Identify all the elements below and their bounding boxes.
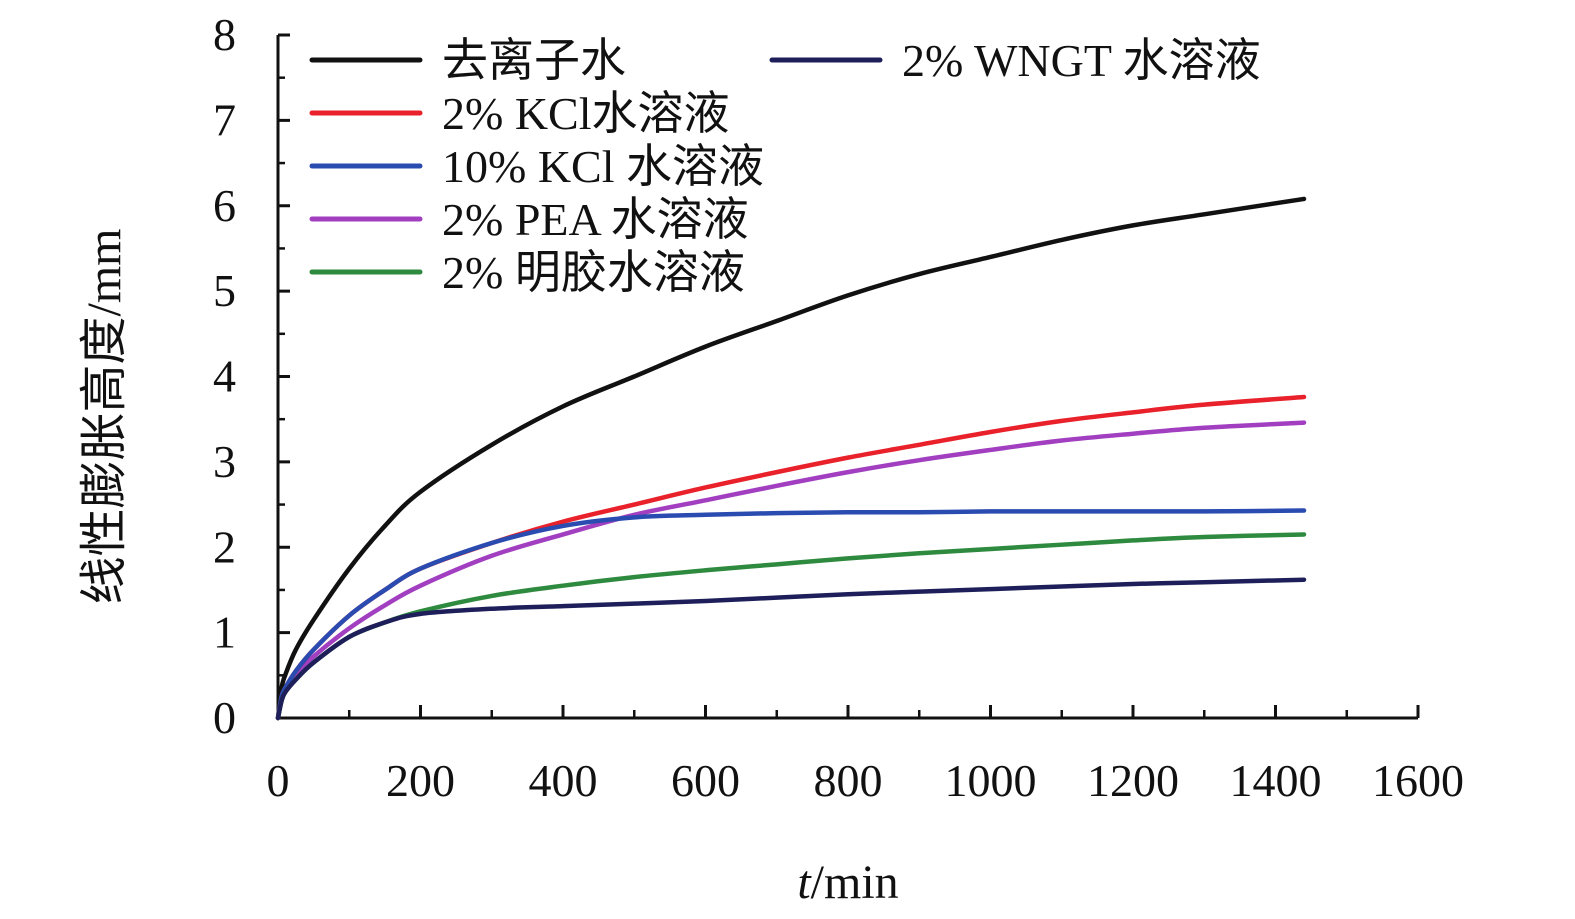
legend-label: 2% PEA 水溶液 <box>442 194 749 245</box>
legend-label: 2% 明胶水溶液 <box>442 247 745 298</box>
y-tick-label: 4 <box>213 351 236 402</box>
y-tick-label: 2 <box>213 521 236 572</box>
y-axis-title: 线性膨胀高度/mm <box>78 228 131 604</box>
x-axis-title: t/min <box>797 856 898 909</box>
x-tick-label: 200 <box>386 755 455 806</box>
series-line-5 <box>275 577 1307 721</box>
series-line-2 <box>275 508 1307 721</box>
x-tick-label: 1000 <box>945 755 1037 806</box>
x-tick-label: 400 <box>529 755 598 806</box>
x-tick-label: 800 <box>814 755 883 806</box>
legend-label: 2% WNGT 水溶液 <box>902 35 1261 86</box>
series-line-0 <box>275 196 1307 721</box>
x-tick-label: 1400 <box>1230 755 1322 806</box>
x-tick-label: 600 <box>671 755 740 806</box>
x-tick-label: 1600 <box>1372 755 1464 806</box>
y-tick-label: 8 <box>213 9 236 60</box>
y-tick-label: 6 <box>213 180 236 231</box>
series-line-1 <box>275 394 1307 721</box>
series-lines <box>275 196 1307 721</box>
legend-label: 10% KCl 水溶液 <box>442 141 764 192</box>
legend-label: 去离子水 <box>442 35 626 86</box>
x-axis-title-italic: t <box>797 856 812 909</box>
x-tick-label: 0 <box>267 755 290 806</box>
y-tick-label: 1 <box>213 607 236 658</box>
y-tick-label: 7 <box>213 94 236 145</box>
y-tick-label: 0 <box>213 692 236 743</box>
ticks: 0 1 2 3 4 5 6 7 8 0 200 400 600 800 1000 1200 1400 1600 <box>213 9 1464 806</box>
x-axis-title-unit: /min <box>811 856 899 909</box>
y-tick-label: 5 <box>213 265 236 316</box>
x-tick-label: 1200 <box>1087 755 1179 806</box>
y-tick-label: 3 <box>213 436 236 487</box>
legend-label: 2% KCl水溶液 <box>442 88 730 139</box>
